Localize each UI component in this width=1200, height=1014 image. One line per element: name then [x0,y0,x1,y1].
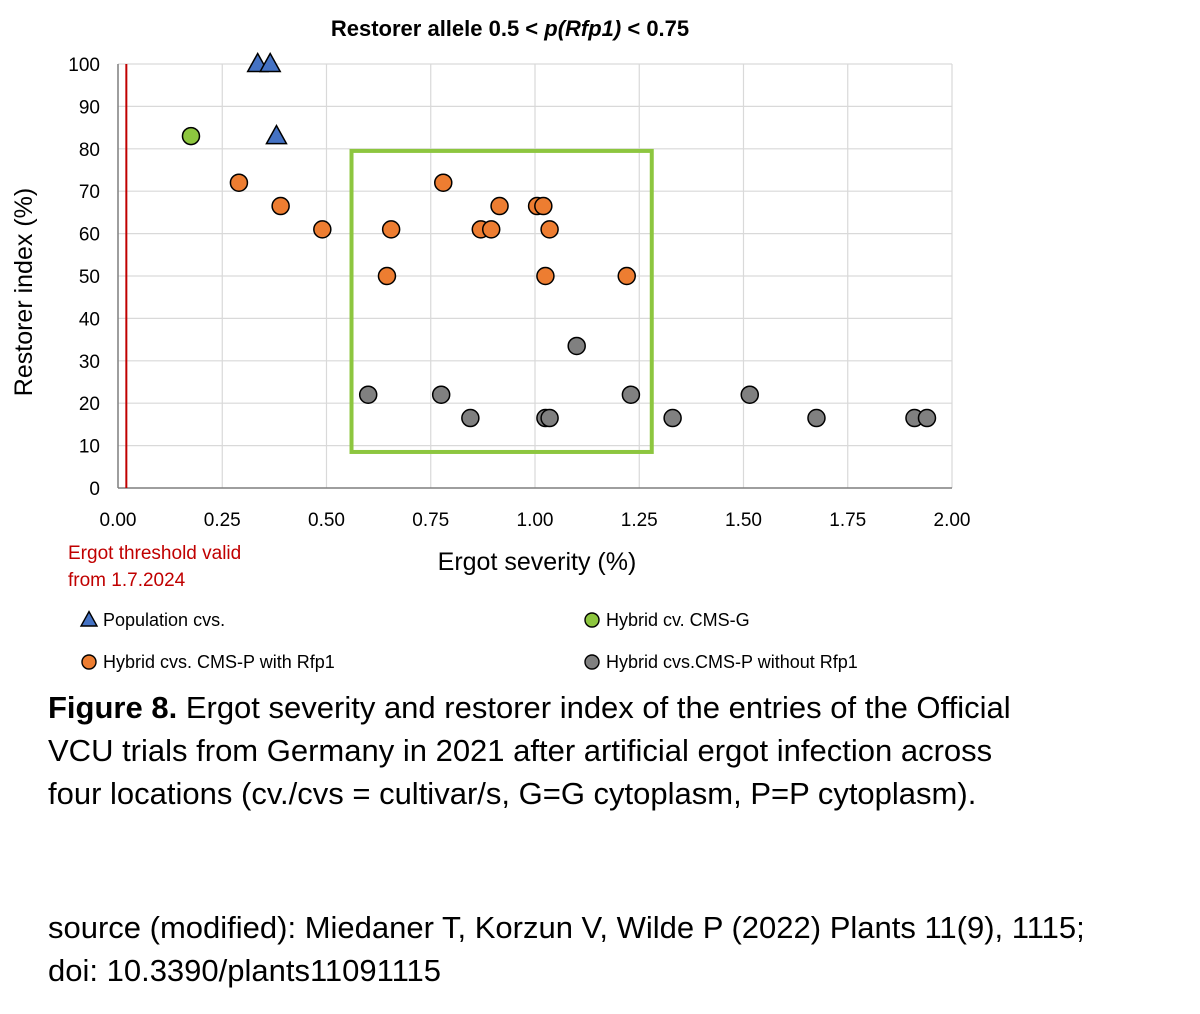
y-tick-label: 70 [79,182,100,203]
y-tick-label: 90 [79,97,100,118]
x-axis-title: Ergot severity (%) [438,548,637,576]
data-point-circle [271,196,290,216]
y-tick-label: 50 [79,267,100,288]
data-point-circle [917,408,937,428]
data-point-triangle [265,124,288,145]
data-point-circle [663,408,682,428]
source-line-1: source (modified): Miedaner T, Korzun V,… [48,910,1085,945]
x-tick-label: 1.00 [517,510,554,531]
figure-label: Figure 8. [48,690,178,725]
threshold-label-line1: Ergot threshold valid [68,543,241,564]
axes [117,64,952,489]
data-point-circle [481,220,501,239]
data-point-circle [740,385,760,404]
scatter-chart: Restorer allele 0.5 < p(Rfp1) < 0.75 0 10… [10,16,970,672]
gridlines [118,63,953,488]
legend-item-cms-g: Hybrid cv. CMS-G [584,610,750,630]
data-point-circle [181,126,201,146]
data-point-circle [313,220,332,239]
data-point-circle [229,173,249,192]
data-point-circle [377,266,397,286]
legend-marker-triangle [79,610,99,627]
data-point-circle [536,266,555,286]
data-point-circle [540,220,559,239]
y-tick-label: 40 [79,309,100,330]
legend-marker-gray-circle [584,654,600,670]
y-tick-label: 10 [79,437,100,458]
data-point-circle [567,336,586,356]
x-tick-label: 0.50 [308,510,345,531]
data-point-circle [617,266,636,286]
y-tick-label: 80 [79,140,100,161]
x-tick-label: 2.00 [934,510,971,531]
tick-labels: 0 10 20 30 40 50 60 70 80 90 100 0.00 0.25 0.50 0.75 1.… [68,55,970,531]
chart-title: Restorer allele 0.5 < p(Rfp1) < 0.75 [331,16,689,41]
data-point-circle [621,385,641,404]
data-point-circle [490,196,509,216]
legend-label-with-rfp1: Hybrid cvs. CMS-P with Rfp1 [103,652,335,672]
legend: Population cvs. Hybrid cv. CMS-G Hybrid … [79,610,858,672]
highlight-box-layer [349,148,654,454]
legend-marker-green-circle [584,612,600,628]
legend-item-population: Population cvs. [79,610,225,630]
y-tick-label: 60 [79,225,100,246]
y-tick-label: 100 [68,55,100,76]
data-point-circle [381,220,401,239]
threshold-label-line2: from 1.7.2024 [68,570,186,591]
source-citation: source (modified): Miedaner T, Korzun V,… [48,906,1198,992]
data-point-circle [534,196,553,216]
y-tick-label: 30 [79,352,100,373]
y-axis-title: Restorer index (%) [10,188,38,396]
legend-label-population: Population cvs. [103,610,225,630]
x-tick-label: 0.75 [412,510,449,531]
figure-caption: Figure 8. Ergot severity and restorer in… [48,686,1048,815]
x-tick-label: 1.75 [829,510,866,531]
legend-label-without-rfp1: Hybrid cvs.CMS-P without Rfp1 [606,652,858,672]
x-tick-label: 1.50 [725,510,762,531]
legend-item-without-rfp1: Hybrid cvs.CMS-P without Rfp1 [584,652,858,672]
figure-caption-text: Ergot severity and restorer index of the… [48,690,1011,811]
x-tick-label: 0.00 [100,510,137,531]
y-tick-label: 20 [79,394,100,415]
x-tick-label: 1.25 [621,510,658,531]
x-tick-label: 0.25 [204,510,241,531]
highlight-box [349,148,654,454]
data-point-circle [358,385,378,404]
legend-item-with-rfp1: Hybrid cvs. CMS-P with Rfp1 [81,652,335,672]
source-line-2: doi: 10.3390/plants11091115 [48,953,442,988]
legend-marker-orange-circle [81,654,97,670]
data-points [181,51,937,428]
legend-label-cms-g: Hybrid cv. CMS-G [606,610,750,630]
data-point-circle [461,408,480,428]
data-point-circle [540,408,559,428]
data-point-circle [807,408,826,428]
data-point-circle [434,173,453,192]
data-point-triangle [258,51,282,73]
y-tick-label: 0 [89,479,100,500]
data-point-circle [431,385,451,404]
